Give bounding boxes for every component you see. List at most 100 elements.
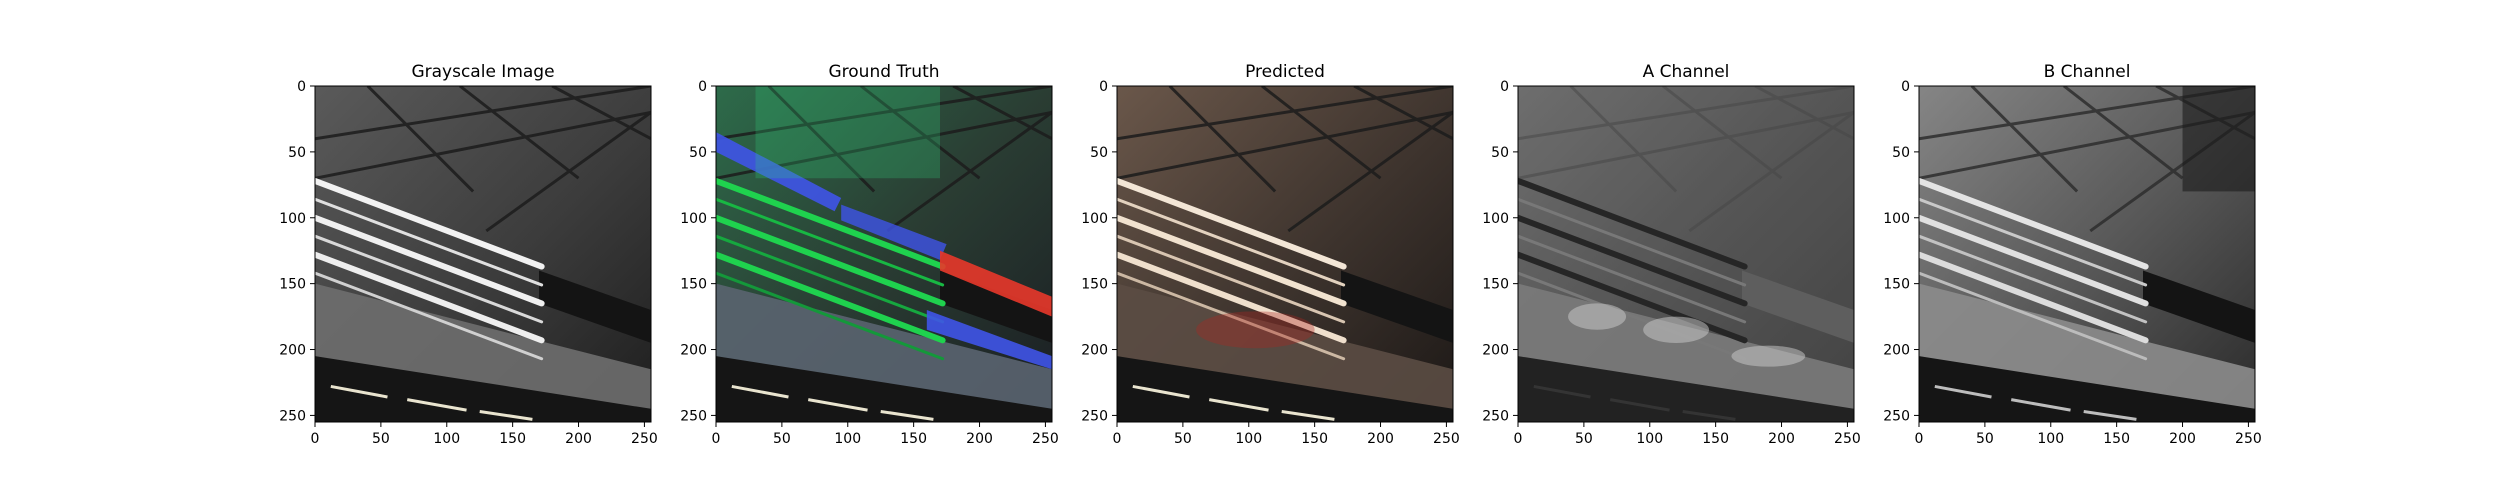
x-tick-label: 100 [2037, 431, 2064, 447]
floor-strip [1518, 356, 1854, 422]
panel-image [315, 86, 651, 422]
floor-lights [330, 384, 533, 421]
panel-grayscale: Grayscale Image 0 50 100 150 200 250 0 50 100 150 2… [279, 62, 658, 447]
y-tick-label: 250 [680, 408, 707, 424]
floor-lights [731, 384, 934, 421]
dark-panel [2143, 270, 2255, 343]
x-tick-label: 0 [1113, 431, 1122, 447]
green-glow [755, 86, 940, 179]
panel-predicted: Predicted 0 50 100 150 200 250 0 50 100 150 200 250 [1081, 62, 1460, 447]
y-tick-label: 150 [680, 277, 707, 293]
red-light [940, 250, 1052, 317]
wall-band [315, 283, 651, 422]
x-tick-label: 50 [1174, 431, 1192, 447]
x-tick-label: 250 [2235, 431, 2262, 447]
x-tick-label: 250 [1834, 431, 1861, 447]
x-tick-label: 0 [712, 431, 721, 447]
x-tick-label: 100 [1636, 431, 1663, 447]
x-tick-label: 250 [1433, 431, 1460, 447]
panel-title: B Channel [2044, 62, 2131, 82]
floor-lights [1132, 384, 1335, 421]
floor-strip [1919, 356, 2255, 422]
wall-band [716, 283, 1052, 422]
y-tick-label: 150 [1482, 277, 1509, 293]
panel-image [716, 86, 1052, 422]
x-tick-label: 200 [1768, 431, 1795, 447]
y-tick-label: 200 [1883, 343, 1910, 359]
panel-image [1117, 86, 1453, 422]
y-tick-label: 150 [279, 277, 306, 293]
dark-panel [940, 270, 1052, 343]
y-tick-label: 0 [1901, 79, 1910, 95]
blue-light-lower [926, 310, 1052, 370]
y-tick-label: 250 [1081, 408, 1108, 424]
dark-panel [1742, 270, 1854, 343]
floor-lights [1533, 384, 1736, 421]
y-tick-label: 200 [1482, 343, 1509, 359]
x-tick-label: 0 [1915, 431, 1924, 447]
y-tick-label: 100 [1081, 211, 1108, 227]
x-tick-label: 0 [1514, 431, 1523, 447]
floor-strip [315, 356, 651, 422]
light-tubes [716, 177, 946, 361]
x-tick-label: 200 [966, 431, 993, 447]
y-tick-label: 0 [1099, 79, 1108, 95]
panel-title: Grayscale Image [411, 62, 554, 82]
x-tick-label: 200 [2169, 431, 2196, 447]
y-tick-label: 0 [297, 79, 306, 95]
red-haze [1196, 311, 1315, 349]
axes-frame [715, 85, 1053, 423]
bright-blobs [1568, 303, 1806, 367]
axes-frame [1116, 85, 1454, 423]
panel-image [1518, 86, 1854, 422]
dark-panel [1341, 270, 1453, 343]
y-tick-label: 250 [1883, 408, 1910, 424]
y-tick-label: 50 [1892, 145, 1910, 161]
y-tick-label: 200 [279, 343, 306, 359]
y-tick-label: 0 [1500, 79, 1509, 95]
panel-title: Ground Truth [828, 62, 939, 82]
panels: Grayscale Image 0 50 100 150 200 250 0 50 100 150 2… [279, 62, 2262, 447]
x-tick-label: 50 [773, 431, 791, 447]
floor-strip [716, 356, 1052, 422]
ceiling-grid [1117, 86, 1453, 233]
y-tick-label: 50 [1491, 145, 1509, 161]
panel-a-channel: A Channel 0 50 100 150 200 250 0 50 100 150 200 250 [1482, 62, 1861, 447]
x-tick-label: 50 [1575, 431, 1593, 447]
x-tick-label: 150 [499, 431, 526, 447]
y-tick-label: 250 [1482, 408, 1509, 424]
panel-ground-truth: Ground Truth 0 50 100 150 200 250 0 50 100 150 200 2… [680, 62, 1059, 447]
light-tubes [1919, 177, 2149, 361]
y-tick-label: 150 [1883, 277, 1910, 293]
wall-band [1919, 283, 2255, 422]
floor-strip [1117, 356, 1453, 422]
axes-frame [314, 85, 652, 423]
y-tick-label: 100 [1482, 211, 1509, 227]
ceiling-grid [1518, 86, 1854, 233]
blue-light-upper [716, 132, 842, 212]
x-tick-label: 50 [372, 431, 390, 447]
y-tick-label: 200 [680, 343, 707, 359]
x-tick-label: 250 [631, 431, 658, 447]
y-tick-label: 200 [1081, 343, 1108, 359]
y-tick-label: 50 [1090, 145, 1108, 161]
y-tick-label: 100 [279, 211, 306, 227]
axes-frame [1918, 85, 2256, 423]
x-tick-label: 200 [1367, 431, 1394, 447]
y-tick-label: 50 [689, 145, 707, 161]
panel-title: Predicted [1245, 62, 1325, 82]
x-tick-label: 0 [311, 431, 320, 447]
y-tick-label: 250 [279, 408, 306, 424]
panel-image [1919, 86, 2255, 422]
x-tick-label: 150 [2103, 431, 2130, 447]
x-tick-label: 250 [1032, 431, 1059, 447]
floor-lights [1934, 384, 2137, 421]
panel-title: A Channel [1643, 62, 1730, 82]
ceiling-grid [315, 86, 651, 233]
x-tick-label: 100 [1235, 431, 1262, 447]
blue-light-mid [841, 204, 947, 260]
flat-overlay [1518, 86, 1854, 422]
y-tick-label: 100 [1883, 211, 1910, 227]
wall-band [1117, 283, 1453, 422]
light-tubes [1117, 177, 1347, 361]
